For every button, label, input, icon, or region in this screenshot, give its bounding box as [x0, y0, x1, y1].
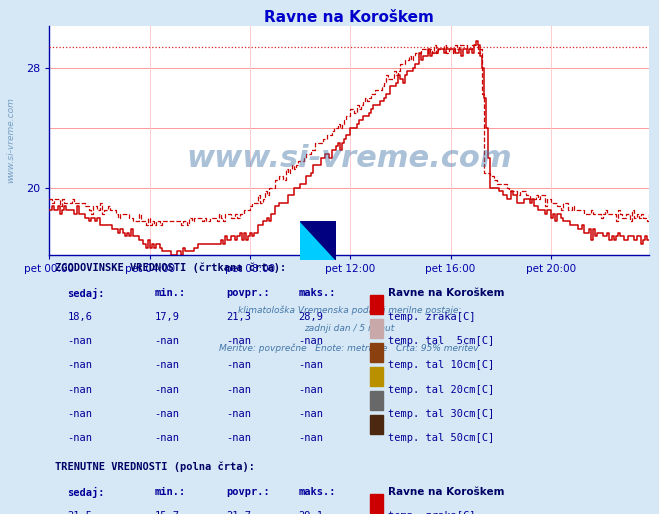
Bar: [370, 319, 384, 338]
Text: sedaj:: sedaj:: [67, 487, 105, 499]
Text: -nan: -nan: [67, 360, 92, 371]
Polygon shape: [300, 221, 336, 260]
Text: -nan: -nan: [299, 384, 324, 395]
Text: 21,7: 21,7: [226, 511, 251, 514]
Text: 28,9: 28,9: [299, 313, 324, 322]
Text: zadnji dan / 5 minut: zadnji dan / 5 minut: [304, 324, 394, 333]
Text: 21,3: 21,3: [226, 313, 251, 322]
Text: -nan: -nan: [299, 360, 324, 371]
Bar: [370, 367, 384, 386]
Bar: [370, 493, 384, 512]
Text: temp. tal  5cm[C]: temp. tal 5cm[C]: [388, 336, 494, 346]
Text: Ravne na Koroškem: Ravne na Koroškem: [388, 487, 505, 498]
Text: -nan: -nan: [154, 384, 179, 395]
Text: www.si-vreme.com: www.si-vreme.com: [6, 98, 15, 183]
Text: -nan: -nan: [226, 409, 251, 419]
Text: povpr.:: povpr.:: [226, 288, 270, 298]
Text: 29,1: 29,1: [299, 511, 324, 514]
Polygon shape: [300, 221, 336, 260]
Text: min.:: min.:: [154, 288, 186, 298]
Bar: [370, 391, 384, 410]
Text: -nan: -nan: [154, 433, 179, 443]
Text: 17,9: 17,9: [154, 313, 179, 322]
Text: temp. zraka[C]: temp. zraka[C]: [388, 511, 476, 514]
Text: -nan: -nan: [226, 336, 251, 346]
Text: sedaj:: sedaj:: [67, 288, 105, 299]
Text: temp. tal 20cm[C]: temp. tal 20cm[C]: [388, 384, 494, 395]
Text: -nan: -nan: [67, 384, 92, 395]
Text: temp. tal 50cm[C]: temp. tal 50cm[C]: [388, 433, 494, 443]
Text: min.:: min.:: [154, 487, 186, 498]
Text: www.si-vreme.com: www.si-vreme.com: [186, 144, 512, 173]
Text: 21,5: 21,5: [67, 511, 92, 514]
Text: -nan: -nan: [226, 433, 251, 443]
Text: -nan: -nan: [67, 409, 92, 419]
Text: 18,6: 18,6: [67, 313, 92, 322]
Bar: [370, 343, 384, 362]
Text: -nan: -nan: [226, 360, 251, 371]
Text: ZGODOVINSKE VREDNOSTI (črtkana črta):: ZGODOVINSKE VREDNOSTI (črtkana črta):: [55, 263, 287, 273]
Text: Meritve: povprečne   Enote: metrične   Črta: 95% meritev: Meritve: povprečne Enote: metrične Črta:…: [219, 342, 479, 353]
Text: -nan: -nan: [154, 409, 179, 419]
Title: Ravne na Koroškem: Ravne na Koroškem: [264, 10, 434, 25]
Bar: [370, 415, 384, 434]
Text: -nan: -nan: [299, 433, 324, 443]
Text: -nan: -nan: [154, 360, 179, 371]
Text: klimatološka Vremenska podatki merilne postaje:: klimatološka Vremenska podatki merilne p…: [238, 306, 461, 315]
Text: maks.:: maks.:: [299, 288, 336, 298]
Text: Ravne na Koroškem: Ravne na Koroškem: [388, 288, 505, 298]
Text: TRENUTNE VREDNOSTI (polna črta):: TRENUTNE VREDNOSTI (polna črta):: [55, 462, 256, 472]
Text: -nan: -nan: [299, 336, 324, 346]
Text: -nan: -nan: [67, 433, 92, 443]
Polygon shape: [300, 221, 336, 260]
Text: -nan: -nan: [67, 336, 92, 346]
Text: 15,7: 15,7: [154, 511, 179, 514]
Text: povpr.:: povpr.:: [226, 487, 270, 498]
Text: temp. tal 30cm[C]: temp. tal 30cm[C]: [388, 409, 494, 419]
Text: -nan: -nan: [154, 336, 179, 346]
Text: maks.:: maks.:: [299, 487, 336, 498]
Text: -nan: -nan: [226, 384, 251, 395]
Text: temp. tal 10cm[C]: temp. tal 10cm[C]: [388, 360, 494, 371]
Bar: [370, 295, 384, 314]
Text: temp. zraka[C]: temp. zraka[C]: [388, 313, 476, 322]
Text: -nan: -nan: [299, 409, 324, 419]
